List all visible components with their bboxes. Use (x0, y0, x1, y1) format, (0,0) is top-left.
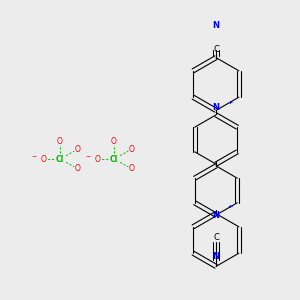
Text: Cl: Cl (110, 154, 118, 164)
Text: C: C (213, 232, 219, 242)
Text: −: − (85, 153, 91, 158)
Text: O: O (94, 155, 100, 164)
Text: O: O (128, 145, 134, 154)
Text: O: O (128, 164, 134, 173)
Text: O: O (111, 137, 117, 146)
Text: O: O (40, 155, 46, 164)
Text: N: N (212, 21, 220, 30)
Text: O: O (74, 164, 80, 173)
Text: N: N (212, 212, 220, 220)
Text: N: N (212, 252, 220, 261)
Text: Cl: Cl (56, 154, 64, 164)
Text: C: C (213, 45, 219, 54)
Text: N: N (212, 103, 220, 112)
Text: O: O (74, 145, 80, 154)
Text: O: O (57, 137, 63, 146)
Text: −: − (32, 153, 37, 158)
Text: +: + (227, 100, 232, 105)
Text: +: + (227, 204, 232, 209)
